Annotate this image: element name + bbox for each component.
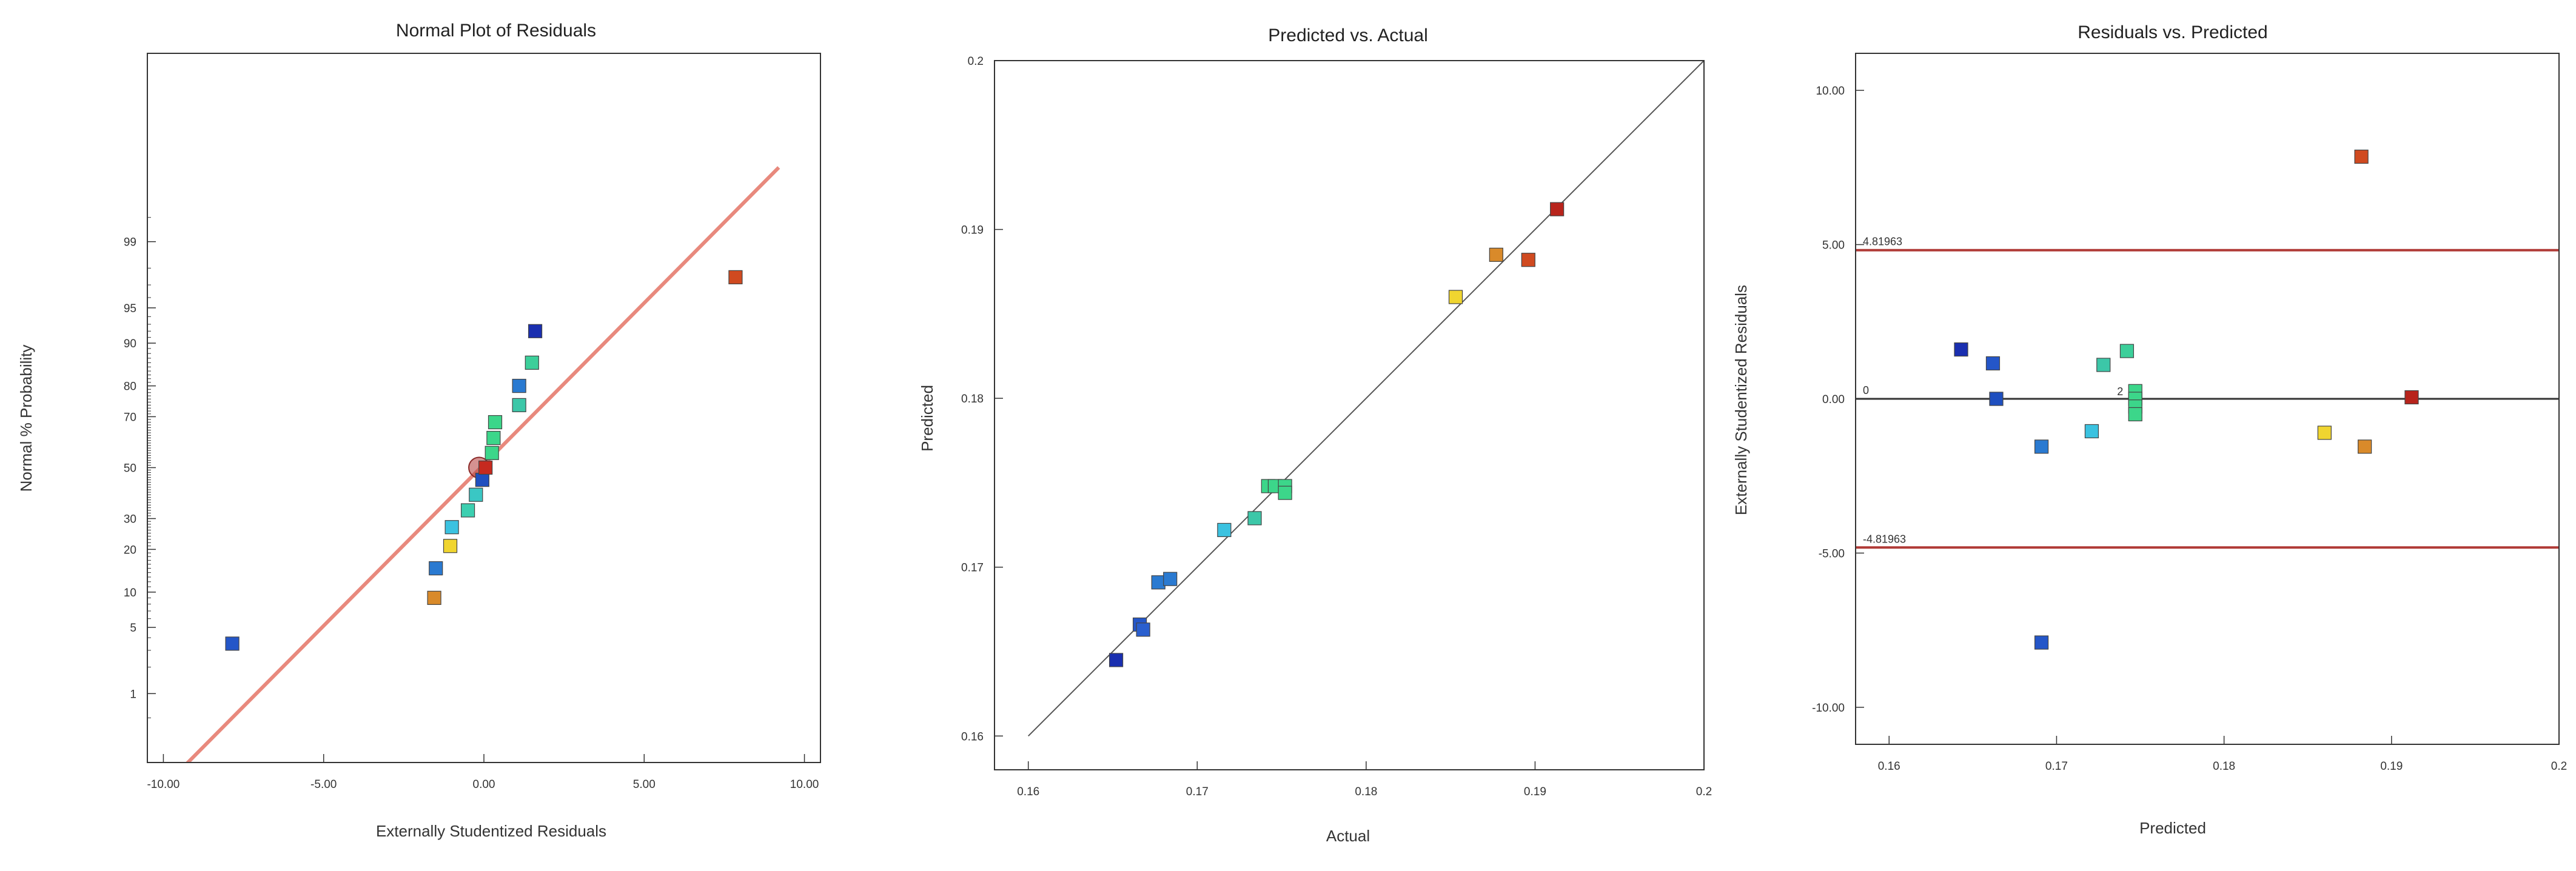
reference-line <box>1028 60 1705 736</box>
y-tick-label: 80 <box>124 381 136 393</box>
x-tick-label: 0.18 <box>2213 760 2235 773</box>
data-point <box>1489 247 1503 262</box>
data-point <box>444 520 459 535</box>
data-point <box>2317 425 2332 440</box>
data-point <box>475 473 489 487</box>
data-point <box>2404 390 2419 405</box>
normal-plot-frame <box>147 53 821 763</box>
predicted-actual-title: Predicted vs. Actual <box>1268 25 1427 45</box>
data-point <box>728 270 743 284</box>
y-tick-label: 10 <box>124 587 136 599</box>
x-tick-label: -5.00 <box>310 778 337 791</box>
x-tick-label: -10.00 <box>147 778 179 791</box>
x-tick-label: 10.00 <box>790 778 819 791</box>
y-tick-label: 5.00 <box>1822 239 1845 252</box>
y-tick-label: 0.00 <box>1822 393 1845 406</box>
data-point <box>1954 342 1968 357</box>
x-tick-label: 0.2 <box>2551 760 2567 773</box>
data-point <box>469 487 483 502</box>
data-point <box>2358 439 2372 454</box>
data-point <box>225 636 240 651</box>
data-point <box>1550 202 1565 216</box>
y-tick-label: 0.19 <box>961 224 984 237</box>
predicted-actual-panel: Predicted vs. Actual Actual Predicted 0.… <box>918 25 1712 845</box>
data-point <box>1448 290 1463 304</box>
data-point <box>2354 149 2369 164</box>
residuals-predicted-ylabel: Externally Studentized Residuals <box>1732 285 1750 515</box>
data-point <box>1985 356 2001 371</box>
y-tick-label: -5.00 <box>1819 547 1845 560</box>
normal-plot-xlabel: Externally Studentized Residuals <box>376 822 606 840</box>
y-tick-label: -10.00 <box>1812 702 1845 715</box>
x-tick-label: 0.16 <box>1878 760 1900 773</box>
normal-plot-panel: Normal Plot of Residuals Externally Stud… <box>17 21 821 840</box>
data-point <box>2128 407 2142 422</box>
y-tick-label: 0.18 <box>961 393 984 405</box>
y-tick-label: 5 <box>130 622 136 635</box>
normal-plot-ylabel: Normal % Probability <box>17 345 35 492</box>
data-point <box>460 503 475 518</box>
x-tick-label: 0.17 <box>1186 786 1209 798</box>
limit-line-label: -4.81963 <box>1863 533 1906 545</box>
residuals-predicted-frame <box>1855 53 2560 745</box>
y-tick-label: 30 <box>124 513 136 526</box>
data-point <box>478 460 493 475</box>
y-tick-label: 0.16 <box>961 730 984 743</box>
zero-line-label: 0 <box>1863 384 1869 396</box>
data-point <box>1163 572 1178 586</box>
data-point <box>1247 511 1262 526</box>
limit-line-label: 4.81963 <box>1863 236 1902 248</box>
residuals-predicted-title: Residuals vs. Predicted <box>2078 22 2267 42</box>
data-point <box>486 430 501 446</box>
data-point <box>512 398 526 412</box>
data-point <box>2034 635 2049 650</box>
data-point <box>2084 424 2099 439</box>
y-tick-label: 70 <box>124 411 136 424</box>
data-point <box>525 355 539 370</box>
predicted-actual-frame <box>994 60 1705 770</box>
data-point <box>512 379 526 393</box>
predicted-actual-ylabel: Predicted <box>918 385 936 452</box>
residuals-predicted-xlabel: Predicted <box>2139 819 2206 837</box>
x-tick-label: 0.19 <box>1524 786 1546 798</box>
y-tick-label: 0.2 <box>968 55 984 68</box>
y-tick-label: 20 <box>124 544 136 556</box>
x-tick-label: 0.19 <box>2380 760 2403 773</box>
data-point <box>1521 253 1535 267</box>
x-tick-label: 0.18 <box>1355 786 1377 798</box>
data-point <box>1989 392 2004 406</box>
data-point <box>443 539 458 553</box>
y-tick-label: 50 <box>124 462 136 475</box>
y-tick-label: 95 <box>124 302 136 315</box>
data-point <box>429 561 443 576</box>
y-tick-label: 10.00 <box>1816 85 1845 98</box>
data-point <box>528 324 543 338</box>
y-tick-label: 1 <box>130 688 136 701</box>
data-point <box>485 446 499 460</box>
y-tick-label: 0.17 <box>961 562 984 575</box>
normal-plot-title: Normal Plot of Residuals <box>396 21 596 41</box>
point-count-label: 2 <box>2117 385 2123 398</box>
x-tick-label: 0.17 <box>2045 760 2068 773</box>
predicted-actual-xlabel: Actual <box>1326 827 1370 845</box>
data-point <box>2119 344 2135 358</box>
data-point <box>1278 486 1292 500</box>
y-tick-label: 99 <box>124 236 136 249</box>
data-point <box>1109 653 1124 667</box>
data-point <box>2096 358 2111 372</box>
data-point <box>1151 575 1166 590</box>
data-point <box>1217 522 1232 538</box>
x-tick-label: 0.16 <box>1017 786 1039 798</box>
data-point <box>1136 622 1150 637</box>
x-tick-label: 5.00 <box>633 778 656 791</box>
data-point <box>488 415 503 430</box>
data-point <box>2034 439 2049 454</box>
x-tick-label: 0.2 <box>1696 786 1712 798</box>
data-point <box>427 590 441 605</box>
residuals-predicted-panel: Residuals vs. Predicted Predicted Extern… <box>1732 22 2567 837</box>
x-tick-label: 0.00 <box>473 778 495 791</box>
y-tick-label: 90 <box>124 338 136 350</box>
